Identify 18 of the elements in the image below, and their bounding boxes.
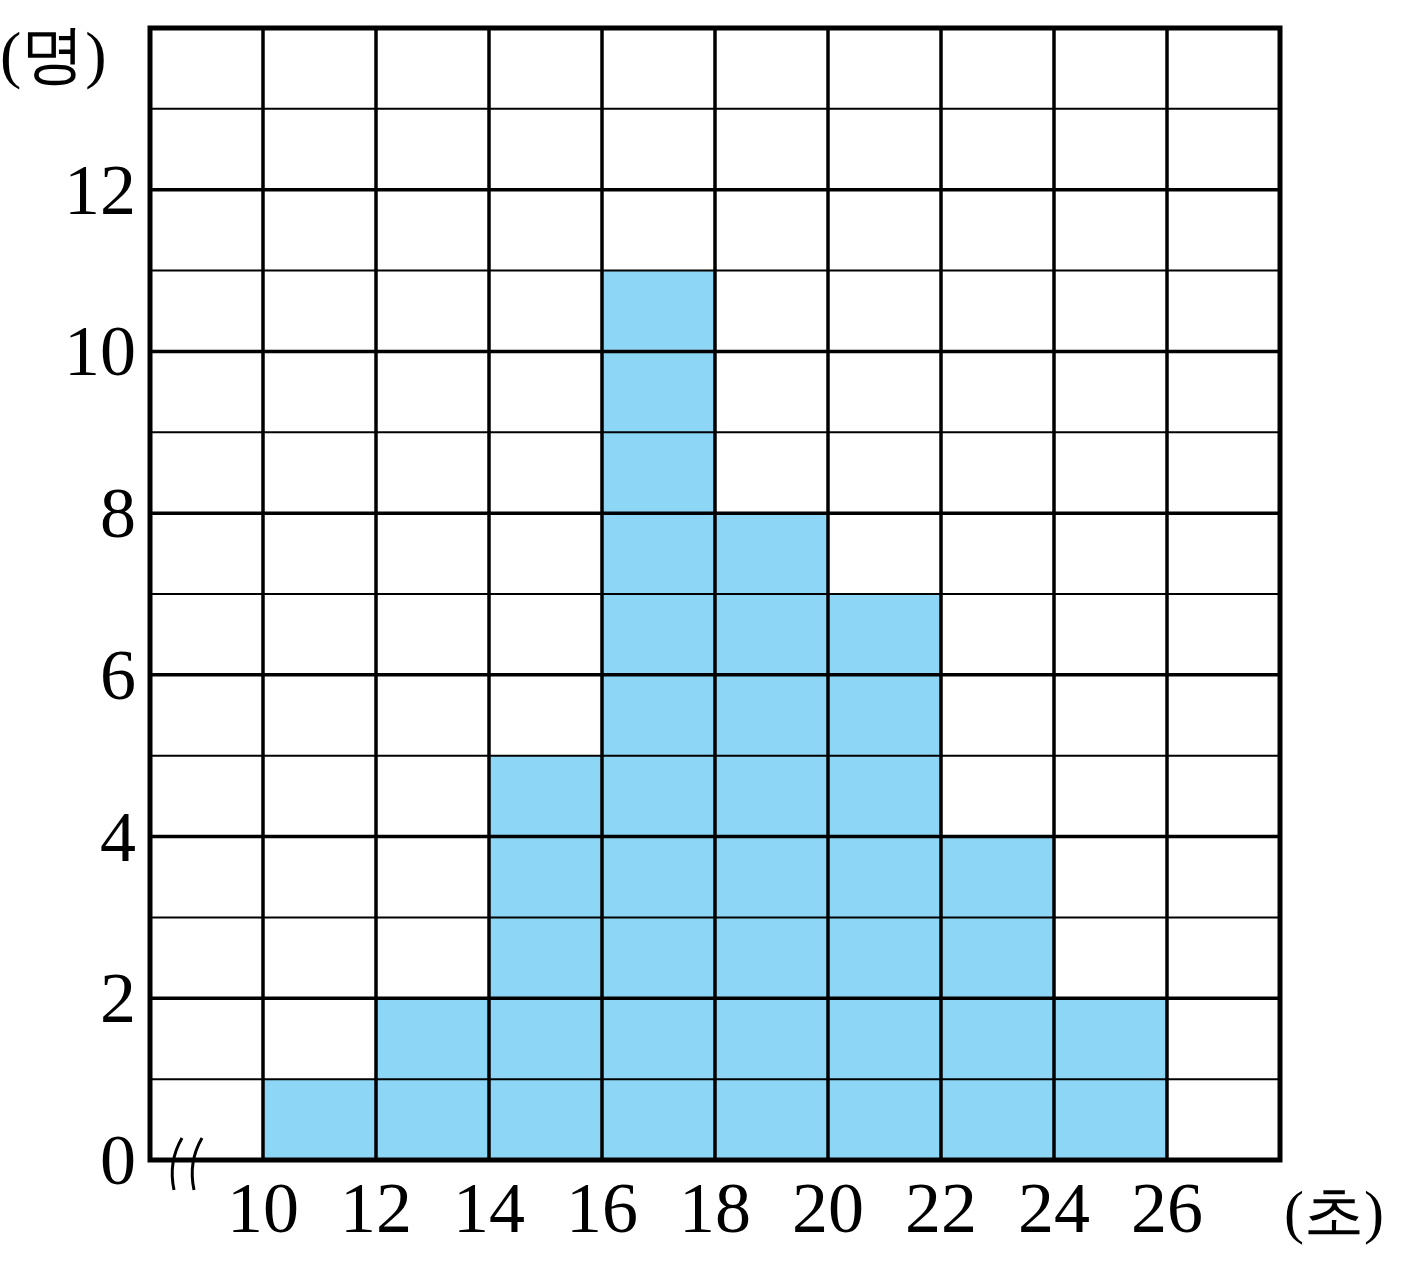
x-tick-label: 22 bbox=[905, 1168, 977, 1248]
x-axis-title: (초) bbox=[1284, 1179, 1384, 1245]
x-tick-label: 20 bbox=[792, 1168, 864, 1248]
x-tick-label: 24 bbox=[1018, 1168, 1090, 1248]
y-tick-label: 0 bbox=[100, 1120, 136, 1200]
x-tick-label: 18 bbox=[679, 1168, 751, 1248]
x-tick-label: 10 bbox=[227, 1168, 299, 1248]
y-tick-label: 4 bbox=[100, 796, 136, 877]
x-tick-label: 16 bbox=[566, 1168, 638, 1248]
y-tick-label: 6 bbox=[100, 634, 136, 715]
x-tick-label: 12 bbox=[340, 1168, 412, 1248]
y-tick-label: 12 bbox=[64, 149, 136, 230]
x-tick-label: 14 bbox=[453, 1168, 525, 1248]
y-tick-label: 8 bbox=[100, 473, 136, 554]
y-tick-label: 10 bbox=[64, 311, 136, 392]
x-tick-label: 26 bbox=[1131, 1168, 1203, 1248]
y-axis-title: (명) bbox=[0, 19, 107, 90]
y-tick-label: 2 bbox=[100, 958, 136, 1039]
